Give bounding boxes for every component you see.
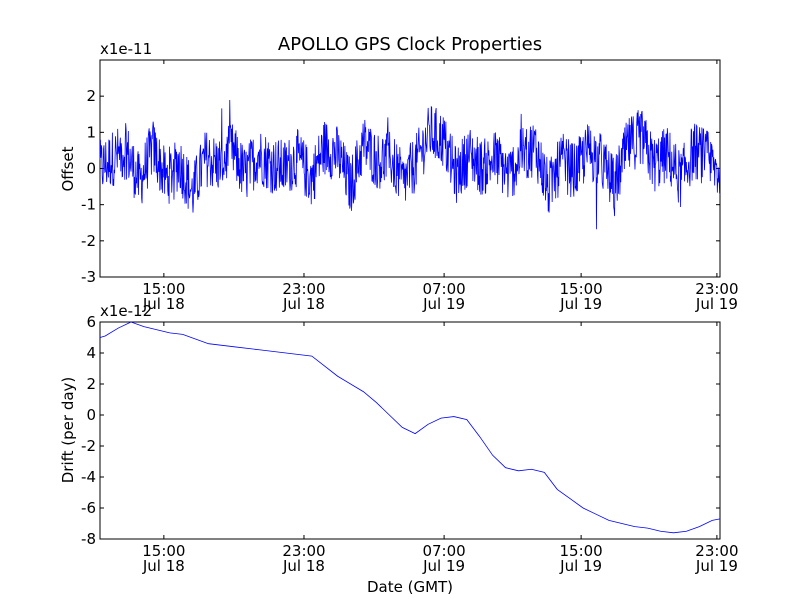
offset-y-ticks: -3 -2 -1 0 1 2 <box>81 87 720 286</box>
offset-scale-label: x1e-11 <box>100 40 152 58</box>
offset-xtick-time-4: 23:00 <box>695 280 738 298</box>
drift-xtick-date-0: Jul 18 <box>142 557 185 575</box>
offset-ytick-label-2: -1 <box>81 196 96 214</box>
offset-xtick-date-4: Jul 19 <box>695 295 738 313</box>
drift-ytick-label-7: 6 <box>86 313 96 331</box>
drift-xtick-date-1: Jul 18 <box>282 557 325 575</box>
offset-xtick-date-0: Jul 18 <box>142 295 185 313</box>
drift-ytick-label-6: 4 <box>86 344 96 362</box>
chart-title: APOLLO GPS Clock Properties <box>278 34 542 55</box>
drift-ytick-label-2: -4 <box>81 468 96 486</box>
offset-ytick-label-1: -2 <box>81 232 96 250</box>
offset-ytick-label-0: -3 <box>81 268 96 286</box>
offset-xtick-date-3: Jul 19 <box>559 295 602 313</box>
drift-y-ticks: -8 -6 -4 -2 0 2 4 6 <box>81 313 720 548</box>
drift-xtick-date-3: Jul 19 <box>559 557 602 575</box>
drift-xtick-time-1: 23:00 <box>282 542 325 560</box>
drift-ytick-label-1: -6 <box>81 499 96 517</box>
drift-x-axis-label: Date (GMT) <box>367 578 453 596</box>
drift-xtick-date-2: Jul 19 <box>422 557 465 575</box>
offset-ytick-label-3: 0 <box>86 160 96 178</box>
offset-ytick-label-4: 1 <box>86 123 96 141</box>
drift-scale-label: x1e-12 <box>100 302 152 320</box>
offset-ytick-label-5: 2 <box>86 87 96 105</box>
offset-xtick-date-1: Jul 18 <box>282 295 325 313</box>
drift-xtick-date-4: Jul 19 <box>695 557 738 575</box>
drift-ytick-label-5: 2 <box>86 375 96 393</box>
drift-y-axis-label: Drift (per day) <box>59 377 77 484</box>
drift-ytick-label-4: 0 <box>86 406 96 424</box>
drift-plot-frame <box>99 321 721 540</box>
drift-ytick-label-3: -2 <box>81 437 96 455</box>
offset-xtick-time-1: 23:00 <box>282 280 325 298</box>
offset-xtick-time-3: 15:00 <box>560 280 603 298</box>
drift-series-line <box>99 321 721 534</box>
drift-xtick-time-0: 15:00 <box>142 542 185 560</box>
offset-series-line <box>99 99 721 230</box>
offset-xtick-date-2: Jul 19 <box>422 295 465 313</box>
drift-xtick-time-2: 07:00 <box>422 542 465 560</box>
offset-y-axis-label: Offset <box>59 146 77 191</box>
offset-xtick-time-2: 07:00 <box>422 280 465 298</box>
drift-xtick-time-4: 23:00 <box>695 542 738 560</box>
drift-xtick-time-3: 15:00 <box>560 542 603 560</box>
drift-ytick-label-0: -8 <box>81 530 96 548</box>
offset-xtick-time-0: 15:00 <box>142 280 185 298</box>
